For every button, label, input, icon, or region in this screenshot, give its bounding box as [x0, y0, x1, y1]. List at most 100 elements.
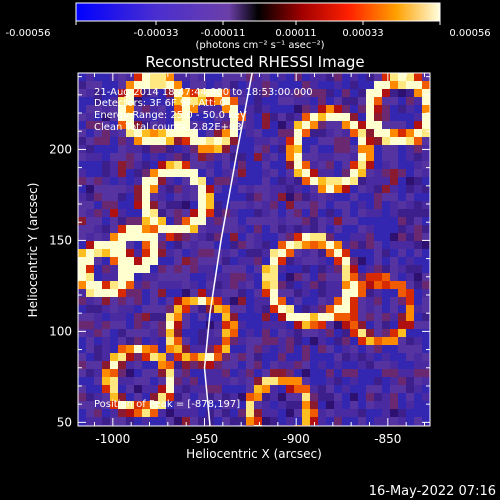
heatmap-cell — [174, 353, 182, 361]
heatmap-cell — [326, 105, 334, 113]
heatmap-cell — [78, 377, 86, 385]
heatmap-cell — [342, 89, 350, 97]
heatmap-cell — [158, 73, 166, 81]
heatmap-cell — [126, 225, 134, 233]
heatmap-cell — [382, 305, 390, 313]
heatmap-cell — [254, 385, 262, 393]
heatmap-cell — [182, 321, 190, 329]
heatmap-cell — [358, 153, 366, 161]
heatmap-cell — [102, 169, 110, 177]
heatmap-cell — [406, 377, 414, 385]
heatmap-cell — [102, 393, 110, 401]
heatmap-cell — [326, 377, 334, 385]
heatmap-cell — [406, 97, 414, 105]
heatmap-cell — [334, 289, 342, 297]
heatmap-cell — [270, 353, 278, 361]
heatmap-cell — [198, 321, 206, 329]
heatmap-cell — [278, 105, 286, 113]
heatmap-cell — [246, 129, 254, 137]
heatmap-cell — [262, 313, 270, 321]
heatmap-cell — [118, 225, 126, 233]
heatmap-cell — [414, 209, 422, 217]
heatmap-cell — [310, 297, 318, 305]
heatmap-cell — [142, 321, 150, 329]
heatmap-cell — [390, 417, 398, 425]
heatmap-cell — [110, 225, 118, 233]
heatmap-cell — [174, 401, 182, 409]
heatmap-cell — [294, 353, 302, 361]
heatmap-cell — [286, 233, 294, 241]
heatmap-cell — [366, 121, 374, 129]
heatmap-cell — [294, 417, 302, 425]
heatmap-cell — [110, 281, 118, 289]
heatmap-cell — [174, 265, 182, 273]
heatmap-cell — [150, 281, 158, 289]
heatmap-cell — [222, 89, 230, 97]
heatmap-cell — [206, 137, 214, 145]
annotation-energy-range: Energy Range: 25.0 - 50.0 keV — [94, 110, 247, 121]
heatmap-cell — [198, 313, 206, 321]
heatmap-cell — [198, 417, 206, 425]
heatmap-cell — [278, 273, 286, 281]
heatmap-cell — [118, 89, 126, 97]
heatmap-cell — [414, 169, 422, 177]
heatmap-cell — [302, 281, 310, 289]
heatmap-cell — [126, 257, 134, 265]
heatmap-cell — [294, 337, 302, 345]
heatmap-cell — [382, 241, 390, 249]
heatmap-cell — [94, 129, 102, 137]
heatmap-cell — [270, 97, 278, 105]
heatmap-cell — [382, 129, 390, 137]
heatmap-cell — [398, 361, 406, 369]
heatmap-cell — [230, 281, 238, 289]
heatmap-cell — [270, 289, 278, 297]
heatmap-cell — [406, 201, 414, 209]
heatmap-cell — [350, 409, 358, 417]
heatmap-cell — [262, 241, 270, 249]
heatmap-cell — [110, 297, 118, 305]
heatmap-cell — [118, 369, 126, 377]
heatmap-cell — [278, 177, 286, 185]
heatmap-cell — [342, 273, 350, 281]
heatmap-cell — [150, 305, 158, 313]
x-tick-label: -850 — [374, 432, 401, 446]
heatmap-cell — [94, 265, 102, 273]
heatmap-cell — [414, 145, 422, 153]
heatmap-cell — [214, 409, 222, 417]
heatmap-cell — [326, 369, 334, 377]
heatmap-cell — [182, 225, 190, 233]
heatmap-cell — [366, 137, 374, 145]
heatmap-cell — [414, 377, 422, 385]
heatmap-cell — [246, 353, 254, 361]
heatmap-cell — [126, 393, 134, 401]
heatmap-cell — [318, 377, 326, 385]
heatmap-cell — [342, 121, 350, 129]
heatmap-cell — [374, 73, 382, 81]
heatmap-cell — [254, 177, 262, 185]
heatmap-cell — [134, 337, 142, 345]
heatmap-cell — [206, 201, 214, 209]
heatmap-cell — [158, 177, 166, 185]
heatmap-cell — [294, 169, 302, 177]
heatmap-cell — [238, 361, 246, 369]
heatmap-cell — [110, 249, 118, 257]
heatmap-cell — [382, 377, 390, 385]
heatmap-cell — [310, 97, 318, 105]
heatmap-cell — [366, 369, 374, 377]
heatmap-cell — [350, 129, 358, 137]
heatmap-cell — [310, 121, 318, 129]
heatmap-cell — [270, 297, 278, 305]
heatmap-cell — [174, 393, 182, 401]
heatmap-cell — [262, 329, 270, 337]
heatmap-cell — [302, 345, 310, 353]
heatmap-cell — [222, 337, 230, 345]
heatmap-cell — [214, 105, 222, 113]
heatmap-cell — [254, 409, 262, 417]
heatmap-cell — [214, 225, 222, 233]
heatmap-cell — [126, 305, 134, 313]
heatmap-cell — [110, 105, 118, 113]
heatmap-cell — [166, 353, 174, 361]
heatmap-cell — [214, 337, 222, 345]
heatmap-cell — [206, 169, 214, 177]
heatmap-cell — [382, 249, 390, 257]
